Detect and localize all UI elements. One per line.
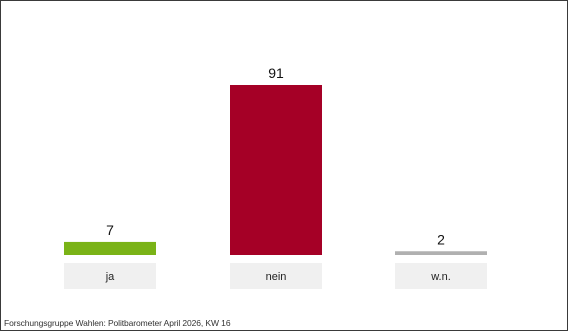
category-box-nein <box>230 263 322 289</box>
value-label-w-n: 2 <box>437 231 445 247</box>
value-label-nein: 91 <box>268 65 284 81</box>
value-label-ja: 7 <box>106 222 114 238</box>
category-box-w-n <box>395 263 487 289</box>
category-label-nein: nein <box>266 271 287 283</box>
source-caption: Forschungsgruppe Wahlen: Politbarometer … <box>4 318 231 328</box>
category-box-ja <box>64 263 156 289</box>
bar-ja <box>64 241 156 255</box>
bar-w-n <box>395 251 487 255</box>
bar-nein <box>230 85 322 255</box>
category-label-w-n: w.n. <box>430 271 451 283</box>
category-label-ja: ja <box>105 271 115 283</box>
